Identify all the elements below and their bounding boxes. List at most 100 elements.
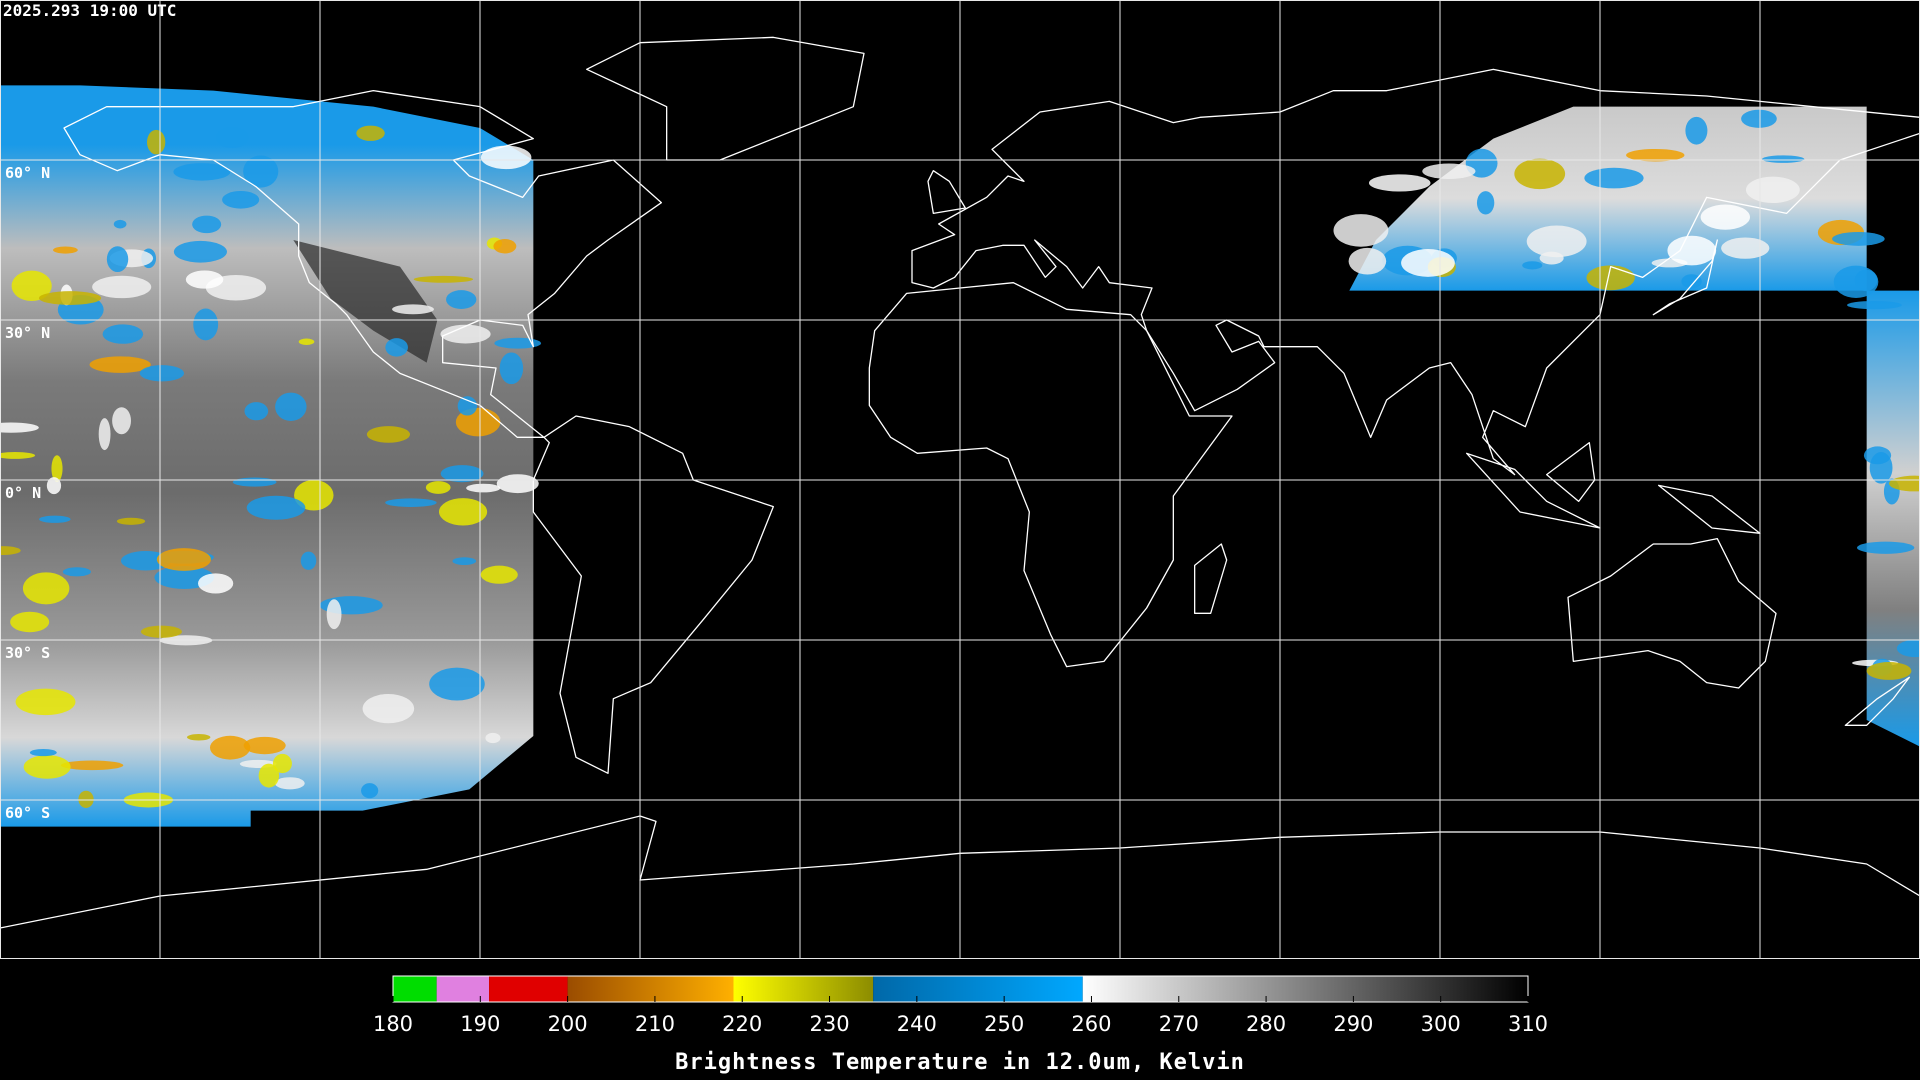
cloud-cell	[89, 356, 151, 373]
cloud-cell	[385, 338, 408, 357]
tick-label: 200	[548, 1012, 588, 1036]
cloud-cell	[29, 748, 57, 757]
tick-label: 250	[984, 1012, 1024, 1036]
colorbar-band	[489, 976, 568, 1002]
cloud-cell	[493, 239, 517, 254]
cloud-cell	[1741, 109, 1777, 128]
tick-label: 300	[1421, 1012, 1461, 1036]
coastline	[1845, 677, 1909, 725]
cloud-cell	[480, 565, 518, 584]
tick-label: 220	[722, 1012, 762, 1036]
cloud-cell	[466, 483, 501, 493]
colorbar-band	[873, 976, 1083, 1002]
tick-label: 240	[897, 1012, 937, 1036]
tick-label: 180	[373, 1012, 413, 1036]
cloud-cell	[0, 546, 21, 555]
tick-label: 290	[1333, 1012, 1373, 1036]
timestamp: 2025.293 19:00 UTC	[3, 1, 176, 20]
cloud-cell	[187, 734, 211, 741]
coastline	[912, 69, 1920, 474]
cloud-cell	[246, 495, 306, 520]
colorbar-frame	[392, 975, 1529, 1003]
tick-label: 190	[460, 1012, 500, 1036]
cloud-cell	[1526, 225, 1587, 258]
cloud-cell	[1422, 163, 1476, 179]
cloud-cell	[452, 557, 477, 566]
cloud-cell	[209, 735, 251, 760]
cloud-cell	[23, 755, 71, 779]
cloud-cell	[1869, 452, 1893, 484]
tick-label: 230	[809, 1012, 849, 1036]
cloud-cell	[429, 667, 485, 701]
cloud-cell	[46, 477, 62, 495]
cloud-cell	[457, 396, 478, 416]
cloud-cell	[140, 625, 182, 638]
cloud-cell	[1626, 148, 1685, 162]
cloud-cell	[1745, 176, 1800, 204]
cloud-cell	[78, 790, 94, 808]
cloud-cell	[38, 291, 102, 305]
cloud-cell	[1333, 214, 1389, 247]
cloud-cell	[298, 338, 315, 345]
cloud-cell	[496, 474, 539, 494]
cloud-cell	[438, 498, 488, 526]
cloud-cell	[232, 477, 277, 487]
cloud-cell	[243, 155, 279, 188]
cloud-cell	[116, 517, 146, 525]
cloud-cell	[392, 304, 434, 315]
cloud-cell	[146, 129, 166, 155]
cloud-cell	[1700, 204, 1750, 230]
cloud-cell	[361, 783, 379, 799]
cloud-cell	[425, 481, 451, 494]
cloud-cell	[1761, 155, 1805, 163]
tick-label: 310	[1508, 1012, 1548, 1036]
cloud-cell	[385, 498, 437, 507]
cloud-cell	[92, 275, 152, 299]
colorbar-band	[567, 976, 734, 1002]
cloud-cell	[275, 392, 307, 422]
cloud-cell	[173, 163, 231, 181]
tick-label: 270	[1159, 1012, 1199, 1036]
cloud-cell	[113, 219, 127, 229]
cloud-cell	[222, 190, 260, 209]
latitude-label: 0° N	[5, 484, 41, 502]
cloud-cell	[362, 693, 415, 724]
coastline	[1653, 240, 1717, 315]
cloud-cell	[185, 270, 224, 289]
latitude-label: 60° N	[5, 164, 50, 182]
cloud-cell	[356, 125, 385, 141]
cloud-cell	[258, 763, 280, 788]
coastline	[1568, 539, 1776, 688]
colorbar-title: Brightness Temperature in 12.0um, Kelvin	[675, 1050, 1245, 1075]
graticule	[0, 0, 1920, 959]
cloud-cell	[102, 324, 144, 344]
cloud-cell	[413, 275, 474, 283]
cloud-cell	[1667, 235, 1717, 266]
cloud-cell	[446, 290, 477, 309]
cloud-cell	[11, 270, 52, 302]
cloud-cell	[106, 246, 129, 273]
cloud-cell	[294, 479, 334, 511]
tick-label: 210	[635, 1012, 675, 1036]
cloud-cell	[62, 567, 91, 577]
cloud-cell	[300, 551, 317, 570]
cloud-cell	[112, 407, 132, 435]
cloud-cell	[53, 246, 78, 254]
cloud-cell	[1584, 167, 1644, 189]
map-layer	[0, 37, 1920, 928]
cloud-cell	[1401, 249, 1455, 277]
cloud-cell	[243, 736, 286, 755]
cloud-cell	[1857, 541, 1915, 554]
cloud-cell	[60, 760, 124, 771]
cloud-cell	[98, 418, 111, 451]
cloud-features	[0, 109, 1920, 808]
cloud-cell	[1847, 300, 1902, 310]
colorbar-band	[1082, 976, 1528, 1002]
cloud-cell	[51, 455, 63, 482]
cloud-cell	[485, 732, 501, 744]
cloud-cell	[0, 452, 36, 459]
tick-label: 280	[1246, 1012, 1286, 1036]
cloud-cell	[494, 337, 542, 349]
cloud-cell	[198, 573, 234, 594]
cloud-cell	[272, 753, 292, 774]
